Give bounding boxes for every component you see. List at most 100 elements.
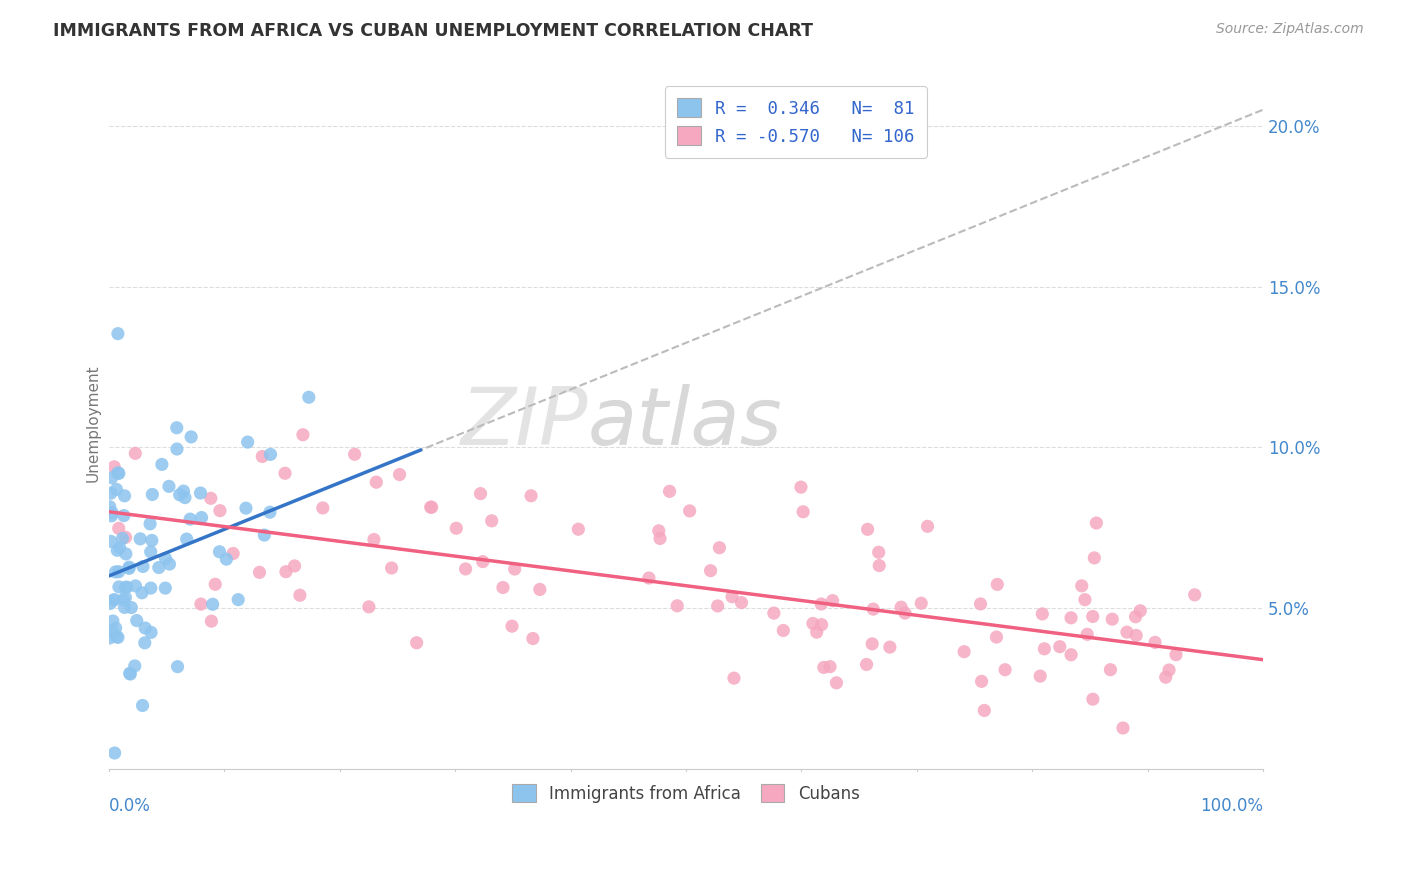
Point [470, 486, 492, 500]
Point [114, 489, 136, 503]
Point [529, 582, 551, 597]
Point [1085, 516, 1108, 530]
Point [969, 597, 991, 611]
Point [312, 500, 335, 515]
Point [201, 597, 224, 611]
Point [501, 619, 523, 633]
Point [105, 630, 128, 644]
Point [204, 577, 226, 591]
Point [139, 545, 162, 559]
Point [1184, 588, 1206, 602]
Point [291, 427, 314, 442]
Point [381, 561, 404, 575]
Point [658, 484, 681, 499]
Point [284, 558, 307, 573]
Point [108, 467, 131, 481]
Point [105, 543, 128, 558]
Point [100, 486, 122, 500]
Point [114, 530, 136, 544]
Point [1074, 592, 1097, 607]
Point [141, 533, 163, 548]
Point [810, 617, 832, 632]
Point [169, 488, 191, 502]
Point [953, 645, 976, 659]
Point [107, 631, 129, 645]
Point [723, 671, 745, 685]
Point [868, 558, 890, 573]
Point [973, 703, 995, 717]
Point [894, 606, 917, 620]
Point [666, 599, 689, 613]
Point [107, 466, 129, 480]
Point [235, 501, 257, 516]
Point [522, 632, 544, 646]
Point [706, 599, 728, 613]
Point [112, 593, 135, 607]
Point [1049, 640, 1071, 654]
Point [112, 508, 135, 523]
Point [129, 532, 152, 546]
Point [1164, 648, 1187, 662]
Point [1125, 628, 1147, 642]
Text: ZIP: ZIP [460, 384, 588, 462]
Point [772, 624, 794, 638]
Point [190, 510, 212, 524]
Point [890, 600, 912, 615]
Point [120, 667, 142, 681]
Point [1081, 692, 1104, 706]
Point [98, 500, 121, 514]
Point [253, 528, 276, 542]
Point [298, 390, 321, 404]
Point [1116, 625, 1139, 640]
Point [104, 746, 127, 760]
Point [730, 596, 752, 610]
Point [503, 562, 526, 576]
Point [118, 560, 141, 574]
Point [208, 503, 231, 517]
Point [124, 659, 146, 673]
Point [103, 459, 125, 474]
Point [200, 491, 222, 506]
Point [114, 581, 136, 595]
Point [1125, 609, 1147, 624]
Legend: Immigrants from Africa, Cubans: Immigrants from Africa, Cubans [506, 777, 866, 809]
Point [274, 467, 297, 481]
Point [792, 505, 814, 519]
Point [118, 561, 141, 575]
Point [166, 442, 188, 456]
Point [917, 519, 939, 533]
Text: Source: ZipAtlas.com: Source: ZipAtlas.com [1216, 22, 1364, 37]
Point [208, 545, 231, 559]
Point [454, 562, 477, 576]
Point [252, 450, 274, 464]
Point [825, 675, 848, 690]
Point [100, 534, 122, 549]
Point [648, 524, 671, 538]
Point [134, 636, 156, 650]
Point [868, 545, 890, 559]
Point [104, 565, 127, 579]
Point [139, 581, 162, 595]
Point [114, 600, 136, 615]
Point [124, 579, 146, 593]
Y-axis label: Unemployment: Unemployment [86, 365, 100, 482]
Point [236, 435, 259, 450]
Point [180, 430, 202, 444]
Point [1031, 607, 1053, 621]
Point [259, 505, 281, 519]
Point [446, 521, 468, 535]
Text: IMMIGRANTS FROM AFRICA VS CUBAN UNEMPLOYMENT CORRELATION CHART: IMMIGRANTS FROM AFRICA VS CUBAN UNEMPLOY… [53, 22, 814, 40]
Point [249, 566, 271, 580]
Point [492, 581, 515, 595]
Point [567, 522, 589, 536]
Point [1076, 627, 1098, 641]
Point [108, 580, 131, 594]
Point [131, 698, 153, 713]
Point [1144, 635, 1167, 649]
Point [174, 491, 197, 505]
Point [970, 674, 993, 689]
Point [405, 636, 427, 650]
Point [801, 616, 824, 631]
Point [910, 596, 932, 610]
Point [1157, 663, 1180, 677]
